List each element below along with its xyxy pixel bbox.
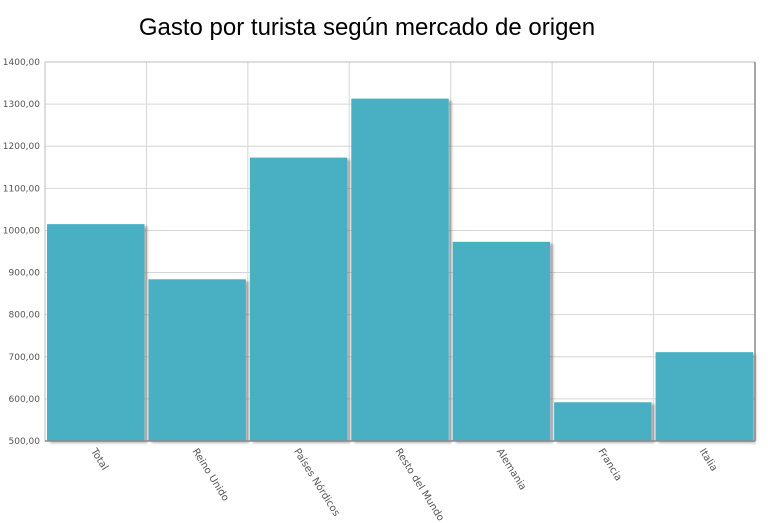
x-tick-label: Italia: [697, 447, 719, 474]
x-tick-label: Reino Unido: [190, 447, 231, 504]
bar-alemania[interactable]: [452, 241, 551, 441]
y-tick-label: 500,00: [9, 437, 41, 447]
x-tick-label: Total: [88, 446, 110, 472]
y-tick-label: 700,00: [9, 353, 41, 363]
bars: [47, 98, 753, 442]
bar-resto-del-mundo[interactable]: [351, 98, 449, 442]
x-tick-label: Países Nórdicos: [291, 446, 342, 518]
x-tick-label: Resto del Mundo: [392, 447, 445, 523]
y-tick-label: 800,00: [9, 311, 41, 321]
y-tick-label: 1300,00: [3, 100, 40, 110]
bar-italia[interactable]: [655, 352, 753, 441]
y-tick-label: 600,00: [9, 395, 41, 405]
bar-total[interactable]: [47, 224, 145, 441]
y-tick-labels: 500,00 600,00 700,00 800,00 900,00 1000,00 110…: [3, 58, 40, 447]
axes: [44, 61, 756, 442]
bar-reino-unido[interactable]: [148, 279, 246, 441]
y-tick-label: 900,00: [9, 269, 41, 279]
x-tick-label: Francia: [595, 447, 623, 483]
y-tick-label: 1400,00: [3, 58, 40, 68]
y-tick-label: 1100,00: [3, 184, 40, 194]
bar-países-nórdicos[interactable]: [249, 157, 348, 441]
chart-title: Gasto por turista según mercado de orige…: [138, 14, 596, 41]
y-tick-label: 1200,00: [3, 142, 40, 152]
bar-francia[interactable]: [554, 402, 652, 441]
x-tick-label: Alemania: [494, 447, 528, 493]
x-tick-labels: Total Reino Unido Países Nórdicos Resto del…: [88, 446, 720, 523]
y-tick-label: 1000,00: [3, 226, 40, 236]
